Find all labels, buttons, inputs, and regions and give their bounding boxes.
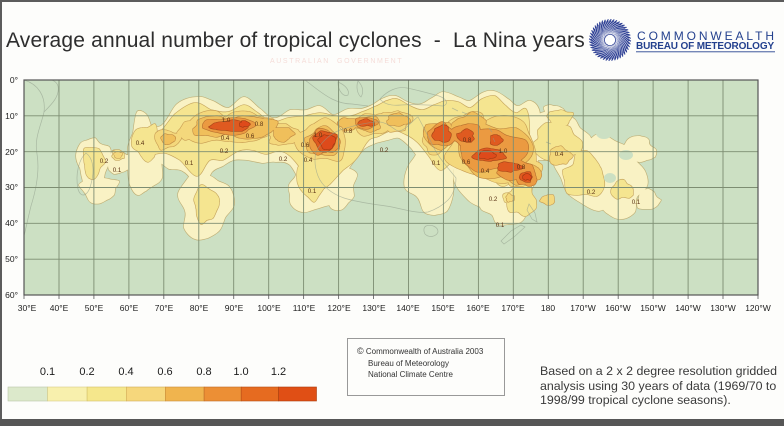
svg-text:10°: 10° [5,111,18,121]
svg-text:60°: 60° [5,290,18,300]
svg-text:1.0: 1.0 [499,148,508,155]
svg-text:50°: 50° [5,254,18,264]
svg-text:0.2: 0.2 [100,158,109,165]
svg-text:0.2: 0.2 [587,189,596,196]
svg-text:130°W: 130°W [710,303,736,313]
svg-text:0.4: 0.4 [304,157,313,164]
svg-text:0.2: 0.2 [79,366,94,378]
svg-text:0.2: 0.2 [489,196,498,203]
svg-text:1.2: 1.2 [271,366,286,378]
svg-text:0.2: 0.2 [380,147,389,154]
svg-text:100°E: 100°E [257,303,281,313]
svg-text:0.2: 0.2 [279,156,288,163]
svg-text:170°E: 170°E [501,303,525,313]
svg-text:80°E: 80°E [190,303,209,313]
svg-text:70°E: 70°E [155,303,174,313]
svg-text:140°W: 140°W [675,303,701,313]
svg-text:40°: 40° [5,218,18,228]
svg-text:1.0: 1.0 [314,132,323,139]
svg-text:0.6: 0.6 [246,133,255,140]
svg-text:0.6: 0.6 [462,159,471,166]
svg-text:0.4: 0.4 [555,151,564,158]
svg-text:160°E: 160°E [466,303,490,313]
svg-text:160°W: 160°W [605,303,631,313]
svg-text:0.6: 0.6 [301,142,310,149]
svg-text:150°W: 150°W [640,303,666,313]
svg-text:0.8: 0.8 [255,121,264,128]
svg-text:90°E: 90°E [225,303,244,313]
svg-text:0.1: 0.1 [113,167,122,174]
svg-text:0.4: 0.4 [136,140,145,147]
svg-text:30°E: 30°E [18,303,37,313]
svg-text:0.8: 0.8 [517,164,526,171]
svg-text:0.4: 0.4 [118,366,133,378]
svg-text:0.2: 0.2 [220,148,229,155]
svg-text:40°E: 40°E [50,303,69,313]
svg-text:0.1: 0.1 [185,160,194,167]
svg-text:180: 180 [541,303,555,313]
svg-text:BUREAU OF METEOROLOGY: BUREAU OF METEOROLOGY [636,41,774,52]
svg-text:60°E: 60°E [120,303,139,313]
svg-text:0.4: 0.4 [481,168,490,175]
svg-text:1.0: 1.0 [233,366,248,378]
svg-text:COMMONWEALTH: COMMONWEALTH [637,29,777,43]
svg-text:150°E: 150°E [431,303,455,313]
svg-text:20°: 20° [5,147,18,157]
svg-text:0.8: 0.8 [344,128,353,135]
svg-text:0.1: 0.1 [632,199,641,206]
svg-text:0.4: 0.4 [221,135,230,142]
svg-text:0.8: 0.8 [463,137,472,144]
svg-text:0.1: 0.1 [308,188,317,195]
svg-text:120°W: 120°W [745,303,771,313]
svg-text:0.8: 0.8 [196,366,211,378]
svg-text:0.1: 0.1 [40,366,55,378]
svg-text:50°E: 50°E [85,303,104,313]
svg-text:0°: 0° [10,75,18,85]
svg-text:1.0: 1.0 [222,117,231,124]
svg-text:110°E: 110°E [293,303,316,313]
svg-text:0.1: 0.1 [496,222,505,229]
svg-text:130°E: 130°E [362,303,386,313]
svg-text:120°E: 120°E [327,303,351,313]
svg-text:170°W: 170°W [570,303,596,313]
svg-text:0.6: 0.6 [157,366,172,378]
svg-text:140°E: 140°E [396,303,420,313]
svg-text:0.1: 0.1 [432,160,441,167]
svg-text:30°: 30° [5,182,18,192]
